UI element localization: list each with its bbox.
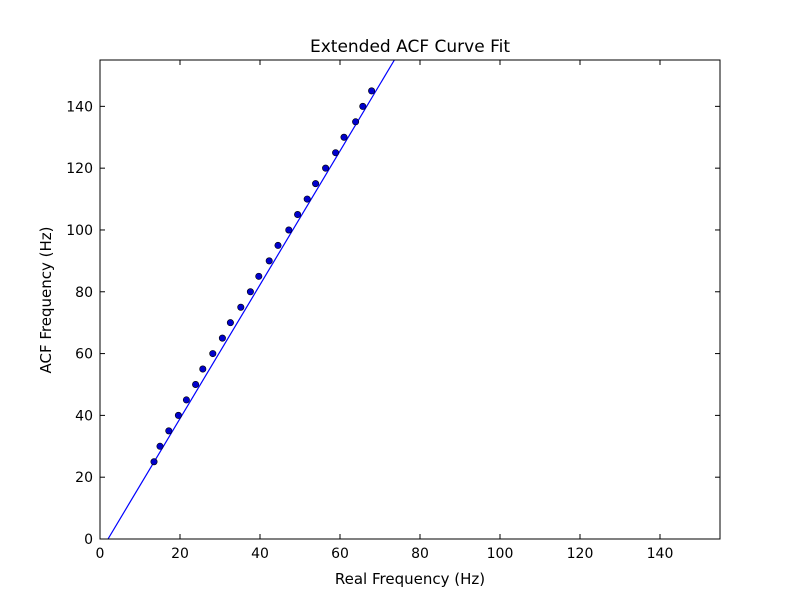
y-tick-label: 120 — [66, 161, 93, 177]
data-point — [303, 195, 311, 203]
data-point — [340, 133, 348, 141]
x-tick-label: 20 — [171, 546, 189, 562]
plot-area: 0 20 40 60 80 100 120 140 0 20 40 60 80 100 120 140 — [66, 59, 721, 562]
y-axis-label: ACF Frequency (Hz) — [37, 227, 55, 374]
plot-frame — [99, 59, 721, 540]
y-tick-label: 80 — [75, 285, 93, 301]
y-tick-label: 0 — [84, 532, 93, 548]
data-layer — [107, 60, 395, 539]
x-tick-label: 40 — [251, 546, 269, 562]
data-point — [368, 87, 376, 95]
data-point — [246, 288, 254, 296]
data-point — [174, 411, 182, 419]
data-point — [237, 303, 245, 311]
data-point — [352, 118, 360, 126]
data-point — [274, 241, 282, 249]
data-point — [294, 211, 302, 219]
x-tick-label: 120 — [567, 546, 594, 562]
data-point — [332, 149, 340, 157]
x-tick-label: 80 — [411, 546, 429, 562]
data-point — [209, 350, 217, 358]
y-tick-label: 20 — [75, 470, 93, 486]
data-point — [322, 164, 330, 172]
y-tick-label: 40 — [75, 408, 93, 424]
y-tick-label: 140 — [66, 99, 93, 115]
x-tick-label: 100 — [487, 546, 514, 562]
data-point — [312, 180, 320, 188]
data-point — [226, 319, 234, 327]
data-point — [156, 442, 164, 450]
x-tick-label: 0 — [96, 546, 105, 562]
x-tick-label: 140 — [647, 546, 674, 562]
chart-title: Extended ACF Curve Fit — [310, 37, 510, 57]
data-point — [265, 257, 273, 265]
data-point — [199, 365, 207, 373]
data-point — [165, 427, 173, 435]
data-point — [192, 380, 200, 388]
x-tick-label: 60 — [331, 546, 349, 562]
y-tick-label: 60 — [75, 347, 93, 363]
data-point — [285, 226, 293, 234]
x-axis-label: Real Frequency (Hz) — [335, 570, 485, 588]
y-tick-label: 100 — [66, 223, 93, 239]
data-point — [218, 334, 226, 342]
data-point — [182, 396, 190, 404]
data-point — [359, 102, 367, 110]
data-point — [150, 458, 158, 466]
data-point — [255, 272, 263, 280]
